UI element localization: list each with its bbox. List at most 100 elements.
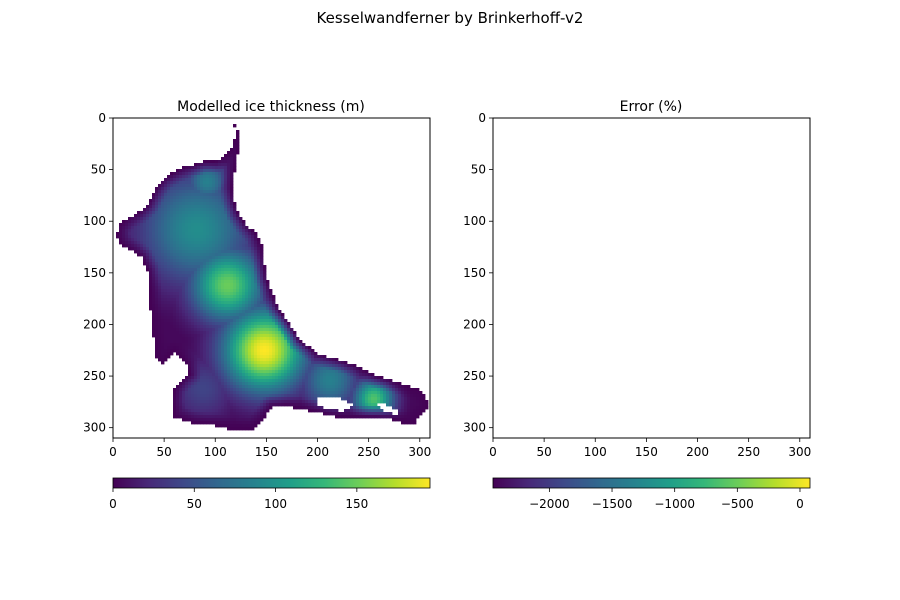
thickness-cell bbox=[188, 364, 192, 368]
thickness-cell bbox=[245, 370, 249, 374]
thickness-cell bbox=[185, 262, 189, 266]
thickness-cell bbox=[194, 349, 198, 353]
thickness-cell bbox=[230, 358, 234, 362]
thickness-cell bbox=[215, 235, 219, 239]
thickness-cell bbox=[194, 226, 198, 230]
thickness-cell bbox=[215, 379, 219, 383]
thickness-cell bbox=[200, 319, 204, 323]
thickness-cell bbox=[233, 307, 237, 311]
thickness-cell bbox=[251, 406, 255, 410]
thickness-cell bbox=[221, 193, 225, 197]
thickness-cell bbox=[266, 280, 270, 284]
thickness-cell bbox=[263, 328, 267, 332]
thickness-cell bbox=[212, 241, 216, 245]
thickness-cell bbox=[242, 265, 246, 269]
thickness-cell bbox=[281, 349, 285, 353]
thickness-cell bbox=[314, 367, 318, 371]
thickness-cell bbox=[206, 373, 210, 377]
thickness-cell bbox=[161, 190, 165, 194]
thickness-cell bbox=[245, 301, 249, 305]
thickness-cell bbox=[179, 262, 183, 266]
thickness-cell bbox=[254, 373, 258, 377]
thickness-cell bbox=[137, 232, 141, 236]
thickness-cell bbox=[125, 235, 129, 239]
thickness-cell bbox=[392, 382, 396, 386]
thickness-cell bbox=[161, 289, 165, 293]
thickness-cell bbox=[395, 415, 399, 419]
thickness-cell bbox=[239, 301, 243, 305]
thickness-cell bbox=[173, 331, 177, 335]
thickness-cell bbox=[233, 373, 237, 377]
thickness-cell bbox=[266, 376, 270, 380]
thickness-cell bbox=[131, 238, 135, 242]
thickness-cell bbox=[203, 292, 207, 296]
thickness-cell bbox=[215, 208, 219, 212]
thickness-cell bbox=[245, 427, 249, 431]
thickness-cell bbox=[155, 355, 159, 359]
thickness-cell bbox=[134, 247, 138, 251]
thickness-cell bbox=[368, 397, 372, 401]
thickness-cell bbox=[215, 229, 219, 233]
thickness-cell bbox=[257, 259, 261, 263]
thickness-cell bbox=[221, 274, 225, 278]
thickness-cell bbox=[257, 247, 261, 251]
thickness-cell bbox=[170, 214, 174, 218]
thickness-cell bbox=[299, 406, 303, 410]
thickness-cell bbox=[350, 394, 354, 398]
thickness-cell bbox=[182, 382, 186, 386]
thickness-cell bbox=[236, 409, 240, 413]
thickness-cell bbox=[215, 220, 219, 224]
thickness-cell bbox=[179, 391, 183, 395]
thickness-cell bbox=[278, 346, 282, 350]
thickness-cell bbox=[149, 220, 153, 224]
thickness-cell bbox=[182, 238, 186, 242]
thickness-cell bbox=[197, 418, 201, 422]
thickness-cell bbox=[188, 172, 192, 176]
thickness-cell bbox=[161, 199, 165, 203]
thickness-cell bbox=[176, 301, 180, 305]
thickness-cell bbox=[356, 406, 360, 410]
thickness-cell bbox=[281, 394, 285, 398]
thickness-cell bbox=[221, 289, 225, 293]
thickness-cell bbox=[284, 376, 288, 380]
thickness-cell bbox=[182, 286, 186, 290]
thickness-cell bbox=[158, 283, 162, 287]
thickness-cell bbox=[251, 247, 255, 251]
thickness-cell bbox=[371, 412, 375, 416]
thickness-cell bbox=[224, 271, 228, 275]
thickness-cell bbox=[188, 418, 192, 422]
thickness-cell bbox=[215, 181, 219, 185]
thickness-cell bbox=[359, 391, 363, 395]
thickness-cell bbox=[233, 166, 237, 170]
thickness-cell bbox=[239, 238, 243, 242]
thickness-cell bbox=[230, 403, 234, 407]
thickness-cell bbox=[401, 400, 405, 404]
thickness-cell bbox=[281, 388, 285, 392]
thickness-cell bbox=[293, 376, 297, 380]
thickness-cell bbox=[293, 331, 297, 335]
thickness-cell bbox=[212, 343, 216, 347]
thickness-cell bbox=[209, 226, 213, 230]
thickness-cell bbox=[233, 211, 237, 215]
thickness-cell bbox=[221, 364, 225, 368]
thickness-cell bbox=[209, 409, 213, 413]
thickness-cell bbox=[218, 385, 222, 389]
thickness-cell bbox=[161, 280, 165, 284]
thickness-cell bbox=[251, 322, 255, 326]
thickness-cell bbox=[254, 340, 258, 344]
thickness-cell bbox=[233, 208, 237, 212]
thickness-cell bbox=[233, 298, 237, 302]
thickness-cell bbox=[206, 253, 210, 257]
thickness-cell bbox=[218, 175, 222, 179]
thickness-cell bbox=[257, 367, 261, 371]
thickness-cell bbox=[185, 346, 189, 350]
thickness-cell bbox=[230, 175, 234, 179]
thickness-cell bbox=[275, 322, 279, 326]
thickness-cell bbox=[287, 322, 291, 326]
thickness-cell bbox=[155, 259, 159, 263]
thickness-cell bbox=[173, 211, 177, 215]
thickness-cell bbox=[239, 313, 243, 317]
thickness-cell bbox=[152, 328, 156, 332]
thickness-cell bbox=[215, 313, 219, 317]
thickness-cell bbox=[194, 190, 198, 194]
